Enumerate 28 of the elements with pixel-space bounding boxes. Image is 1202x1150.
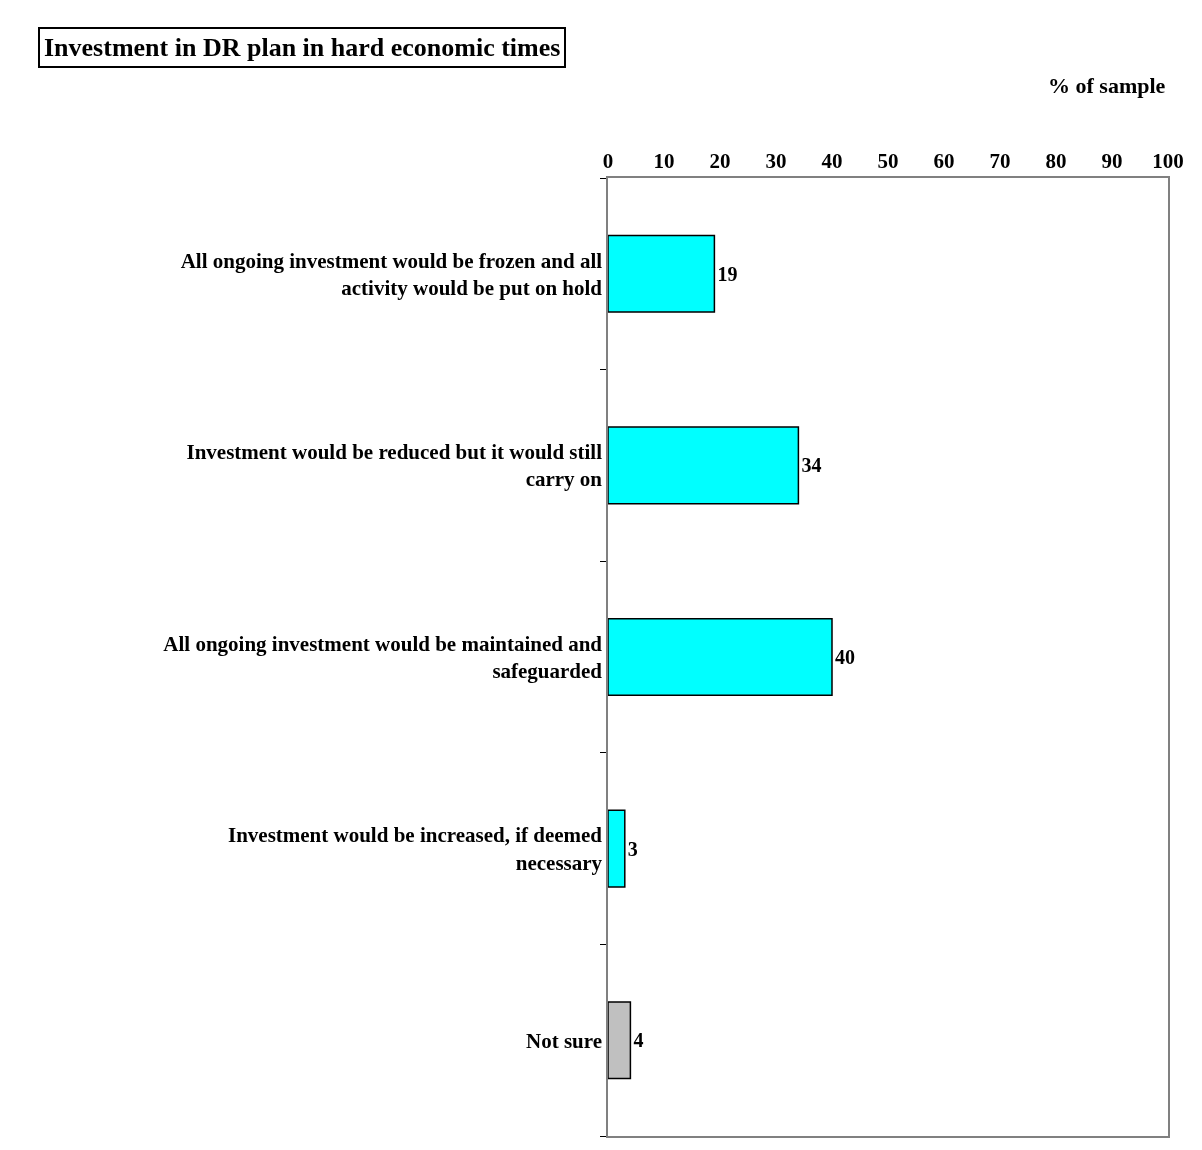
bar [608, 1001, 632, 1080]
x-tick-label: 80 [1045, 148, 1067, 173]
text: Investment in DR plan in hard economic times [44, 33, 561, 62]
x-tick-label: 70 [989, 148, 1011, 173]
x-axis-title: % of sample [1048, 73, 1166, 98]
bar [608, 617, 833, 697]
data-label: 4 [633, 1029, 644, 1052]
data-label: 34 [801, 454, 822, 477]
bar [608, 234, 716, 313]
x-tick-label: 20 [709, 148, 731, 173]
x-tick-label: 90 [1101, 148, 1123, 173]
y-tick-label: All ongoing investment would be maintained and safeguarded [163, 631, 603, 683]
x-tick-label: 10 [653, 148, 675, 173]
y-tick-label: Not sure [526, 1028, 603, 1053]
data-label: 3 [627, 837, 638, 860]
x-tick-label: 50 [877, 148, 899, 173]
x-tick-label: 0 [602, 148, 614, 173]
x-tick-label: 60 [933, 148, 955, 173]
y-tick-label: All ongoing investment would be frozen and all activity would be put on hold [180, 248, 603, 300]
bar [608, 426, 800, 505]
x-tick-label: 40 [821, 148, 843, 173]
x-tick-label: 100 [1152, 148, 1184, 173]
y-tick-label: Investment would be reduced but it would still carry on [186, 440, 603, 492]
data-label: 40 [835, 646, 855, 668]
y-tick-label: Investment would be increased, if deemed necessary [227, 823, 603, 875]
data-label: 19 [717, 262, 738, 285]
bar [608, 809, 626, 888]
x-tick-label: 30 [765, 148, 787, 173]
